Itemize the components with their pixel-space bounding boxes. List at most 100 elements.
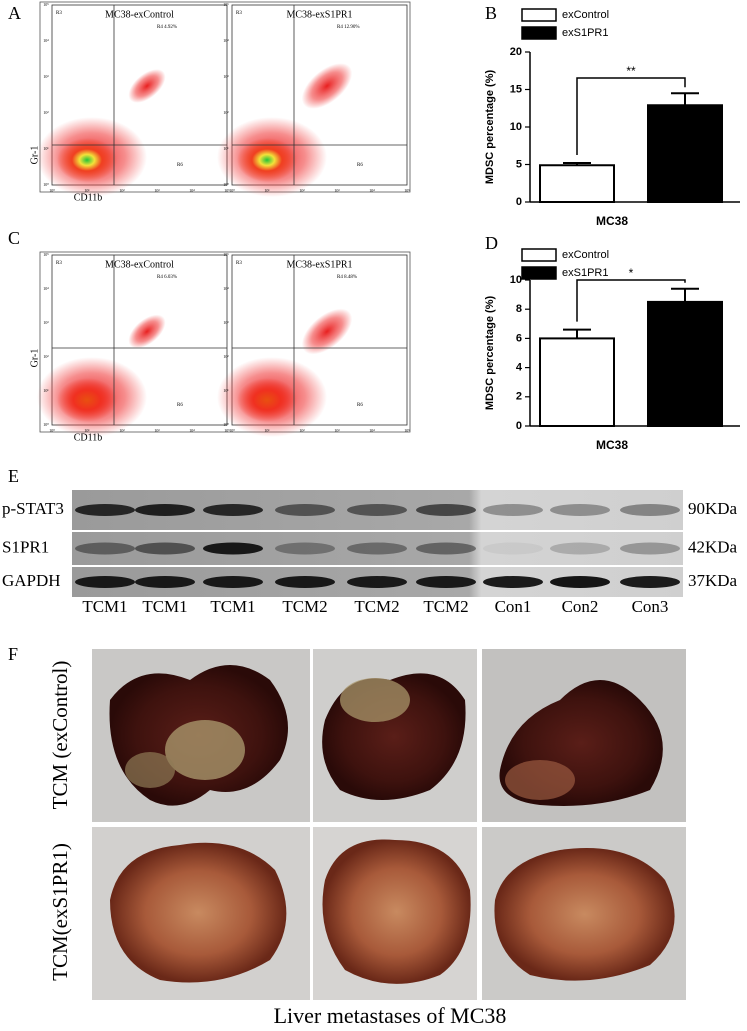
liver xyxy=(322,839,471,984)
lane-label: TCM2 xyxy=(354,597,399,616)
bar xyxy=(539,337,615,427)
axis-tick-label: 10¹ xyxy=(84,188,90,193)
cell-core xyxy=(57,378,117,422)
lane-label: TCM1 xyxy=(142,597,187,616)
blot-size-label: 37KDa xyxy=(688,571,738,590)
blot-band xyxy=(347,576,407,588)
gate-label: R6 xyxy=(357,403,363,408)
y-tick-label: 2 xyxy=(516,391,522,403)
y-tick-label: 0 xyxy=(516,420,522,432)
axis-tick-label: 10⁴ xyxy=(223,38,229,43)
blot-size-label: 90KDa xyxy=(688,499,738,518)
y-axis-label: Gr-1 xyxy=(29,146,40,165)
lane-label: TCM1 xyxy=(210,597,255,616)
blot-band xyxy=(620,542,680,555)
plot-title: MC38-exS1PR1 xyxy=(286,259,352,270)
blot-band xyxy=(275,504,335,516)
legend-label: exControl xyxy=(562,9,609,21)
blot-band xyxy=(275,576,335,588)
cell-cluster xyxy=(301,308,353,355)
legend-label: exS1PR1 xyxy=(562,27,608,39)
axis-tick-label: 10⁴ xyxy=(369,188,375,193)
axis-tick-label: 10² xyxy=(299,188,305,193)
error-bar xyxy=(671,287,699,302)
bar xyxy=(647,104,723,203)
significance-bracket xyxy=(576,279,686,322)
bar xyxy=(539,164,615,203)
axis-tick-label: 10² xyxy=(43,110,49,115)
cell-core xyxy=(57,138,117,182)
axis-tick-label: 10⁰ xyxy=(43,182,49,187)
axis-tick-label: 10¹ xyxy=(43,146,49,151)
legend-swatch xyxy=(521,248,557,262)
blot-row-label: S1PR1 xyxy=(2,537,49,556)
legend-swatch xyxy=(521,8,557,22)
axis-tick-label: 10¹ xyxy=(43,388,49,393)
liver xyxy=(494,848,675,981)
blot-band xyxy=(203,504,263,516)
blot-band xyxy=(135,576,195,588)
x-tick-label: MC38 xyxy=(596,438,628,452)
blot-band xyxy=(620,576,680,588)
panel-label: D xyxy=(485,233,498,253)
lane-label: Con1 xyxy=(495,597,532,616)
x-tick-label: MC38 xyxy=(596,214,628,228)
lane-label: TCM2 xyxy=(282,597,327,616)
axis-tick-label: 10² xyxy=(119,188,125,193)
blot-band xyxy=(483,576,543,588)
photo-grid xyxy=(92,649,686,1000)
axis-tick-label: 10³ xyxy=(43,320,49,325)
y-tick-label: 10 xyxy=(510,274,522,286)
error-bar xyxy=(563,162,591,166)
blot-band xyxy=(75,504,135,516)
blot-band xyxy=(203,576,263,588)
error-bar xyxy=(563,328,591,339)
liver xyxy=(110,842,287,983)
blot-band xyxy=(75,576,135,588)
axis-tick-label: 10¹ xyxy=(264,188,270,193)
y-tick-label: 4 xyxy=(516,362,523,374)
bar xyxy=(647,300,723,427)
blot-band xyxy=(135,542,195,555)
panel-label: F xyxy=(8,644,18,664)
axis-tick-label: 10⁵ xyxy=(224,188,230,193)
blot-row-label: p-STAT3 xyxy=(2,499,64,518)
lane-label: TCM1 xyxy=(82,597,127,616)
gate-label: R4 8.48% xyxy=(337,275,357,280)
axis-tick-label: 10⁵ xyxy=(404,428,410,433)
blot-band xyxy=(416,504,476,516)
panel-frame xyxy=(39,251,411,433)
axis-tick-label: 10³ xyxy=(334,188,340,193)
blot-band xyxy=(550,576,610,588)
blot-band xyxy=(75,542,135,555)
axis-tick-label: 10⁰ xyxy=(43,422,49,427)
panel-label: B xyxy=(485,3,497,23)
axis-tick-label: 10⁰ xyxy=(229,188,235,193)
y-axis-label: MDSC percentage (%) xyxy=(484,70,496,185)
x-axis-label: CD11b xyxy=(74,192,103,203)
axis-tick-label: 10² xyxy=(223,110,229,115)
blot-band xyxy=(347,504,407,516)
axis-tick-label: 10³ xyxy=(154,428,160,433)
panel-frame xyxy=(39,1,411,193)
axis-tick-label: 10¹ xyxy=(223,388,229,393)
axis-tick-label: 10³ xyxy=(334,428,340,433)
gate-label: R3 xyxy=(236,261,242,266)
blot-band xyxy=(550,542,610,555)
cell-cluster xyxy=(128,314,166,349)
blot-band xyxy=(347,542,407,555)
axis-tick-label: 10⁴ xyxy=(189,428,195,433)
axis-tick-label: 10⁵ xyxy=(223,2,229,7)
axis-tick-label: 10⁰ xyxy=(223,182,229,187)
y-tick-label: 8 xyxy=(516,303,522,315)
blot-size-label: 42KDa xyxy=(688,537,738,556)
axis-tick-label: 10⁴ xyxy=(223,286,229,291)
axis-tick-label: 10⁵ xyxy=(224,428,230,433)
cell-cluster xyxy=(128,69,166,103)
significance-label: ** xyxy=(626,64,636,78)
axis-tick-label: 10⁴ xyxy=(43,38,49,43)
axis-tick-label: 10⁵ xyxy=(43,252,49,257)
y-axis-label: Gr-1 xyxy=(29,349,40,368)
y-tick-label: 5 xyxy=(516,158,522,170)
